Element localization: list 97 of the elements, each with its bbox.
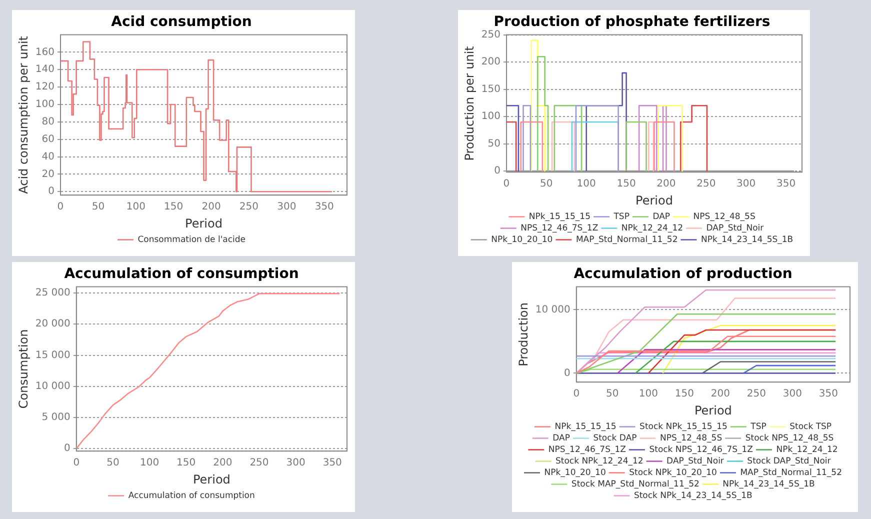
legend-label: TSP [750,422,766,432]
y-tick-label: 20 [42,168,54,180]
y-tick-label: 150 [481,84,500,95]
y-axis-title: Production per unit [462,46,476,161]
x-tick-label: 300 [286,458,306,469]
legend-label: NPk_15_15_15 [528,212,590,222]
y-axis-title: Acid consumption per unit [16,36,30,194]
chart-title: Accumulation of production [574,266,792,282]
legend-label: DAP_Std_Noir [706,223,764,234]
x-tick-label: 250 [239,202,259,213]
y-tick-label: 0 [48,186,54,198]
y-tick-label: 250 [481,29,500,40]
legend-label: MAP_Std_Normal_11_52 [576,234,678,245]
y-tick-label: 25 000 [35,288,70,299]
x-tick-label: 300 [782,388,802,400]
legend-label: NPk_10_20_10 [491,234,553,245]
y-tick-label: 50 [488,138,500,150]
y-tick-label: 10 000 [535,304,570,316]
x-tick-label: 100 [140,458,160,469]
x-tick-label: 100 [126,202,146,213]
x-tick-label: 300 [277,202,296,213]
x-tick-label: 150 [176,458,196,469]
x-tick-label: 150 [164,202,184,213]
legend-label: NPS_12_48_5S [660,433,722,444]
legend-label: TSP [612,212,630,222]
y-tick-label: 15 000 [35,350,70,361]
chart-title: Acid consumption [111,14,252,30]
legend-label: DAP [552,433,570,444]
y-axis-title: Consumption [16,329,30,409]
y-tick-label: 200 [481,56,500,68]
legend-label: Stock NPk_12_24_12 [555,456,644,466]
y-tick-label: 80 [42,116,54,128]
legend-label: NPk_14_23_14_5S_1B [722,479,815,490]
x-tick-label: 250 [696,178,716,190]
chart-title: Production of phosphate fertilizers [494,14,770,30]
x-tick-label: 250 [250,458,269,469]
legend-label: NPk_12_24_12 [776,444,838,455]
y-tick-label: 0 [64,443,70,454]
x-tick-label: 350 [322,458,342,469]
legend-label: NPk_10_20_10 [544,468,606,478]
x-tick-label: 0 [503,178,510,190]
x-tick-label: 150 [674,388,694,400]
y-tick-label: 100 [35,99,54,110]
y-tick-label: 40 [42,151,54,162]
y-tick-label: 140 [35,64,54,76]
legend-label: NPk_15_15_15 [554,422,616,432]
x-axis-title: Period [185,216,222,230]
x-tick-label: 250 [746,388,766,400]
x-tick-label: 0 [573,388,580,400]
legend-label: MAP_Std_Normal_11_52 [740,468,842,478]
legend-label: NPS_12_46_7S_1Z [548,444,626,455]
x-tick-label: 150 [616,178,636,190]
x-tick-label: 50 [106,458,120,469]
y-tick-label: 0 [494,166,500,177]
chart-title: Accumulation of consumption [64,266,299,282]
legend-label: Consommation de l'acide [138,234,246,245]
x-tick-label: 300 [736,178,756,190]
x-axis-title: Period [636,193,673,208]
x-tick-label: 200 [213,458,232,469]
x-tick-label: 200 [710,388,730,400]
legend-label: Stock NPk_14_23_14_5S_1B [634,490,752,501]
x-tick-label: 100 [576,178,596,190]
x-axis-title: Period [192,472,230,486]
x-tick-label: 350 [776,178,796,190]
x-tick-label: 50 [540,178,553,190]
legend-label: DAP [652,212,670,222]
y-tick-label: 120 [35,82,54,93]
y-tick-label: 20 000 [35,318,70,330]
legend-label: Stock TSP [790,422,832,432]
legend-label: NPS_12_46_7S_1Z [520,223,598,234]
y-tick-label: 5 000 [42,412,70,424]
legend-label: NPk_12_24_12 [621,223,684,234]
legend-label: NPk_14_23_14_5S_1B [700,234,794,245]
legend-label: Stock NPS_12_48_5S [745,433,834,444]
legend-label: NPS_12_48_5S [693,212,756,222]
x-tick-label: 350 [818,388,838,400]
y-axis-title: Production [516,302,530,366]
legend-label: Accumulation of consumption [128,490,255,501]
legend-label: Stock DAP [593,433,637,444]
y-tick-label: 100 [481,111,500,122]
x-axis-title: Period [694,403,732,418]
x-tick-label: 0 [73,458,80,469]
y-tick-label: 160 [35,46,54,58]
x-tick-label: 200 [656,178,676,190]
x-tick-label: 350 [314,202,334,213]
x-tick-label: 100 [638,388,658,400]
legend-label: Stock DAP_Std_Noir [747,456,832,466]
y-tick-label: 60 [42,134,54,145]
x-tick-label: 200 [202,202,221,213]
legend-label: Stock NPS_12_46_7S_1Z [649,444,754,455]
legend-label: Stock NPk_10_20_10 [629,468,717,478]
x-tick-label: 50 [606,388,619,400]
x-tick-label: 50 [92,202,105,213]
legend-label: Stock MAP_Std_Normal_11_52 [571,479,700,490]
y-tick-label: 10 000 [35,380,70,392]
legend-label: DAP_Std_Noir [666,456,724,466]
legend-label: Stock NPk_15_15_15 [640,422,728,432]
